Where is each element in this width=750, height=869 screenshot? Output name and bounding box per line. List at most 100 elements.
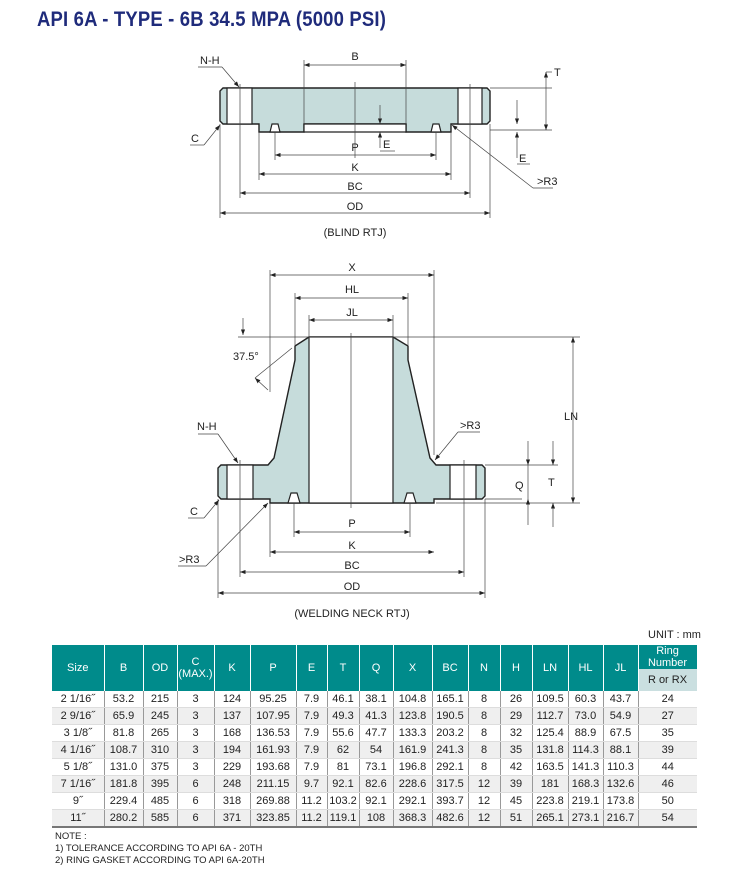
table-row: 2 9/16˝ 65.9 245 3 137 107.95 7.9 49.3 41.3 123.8… (52, 707, 697, 725)
table-cell: 241.3 (432, 741, 469, 759)
table-cell: 7.9 (296, 741, 328, 759)
table-cell: 371 (214, 809, 251, 828)
table-cell: 108.7 (104, 741, 144, 759)
table-cell: 368.3 (393, 809, 433, 828)
label-nh: N-H (197, 421, 217, 433)
table-cell: 73.0 (568, 707, 604, 725)
table-cell: 12 (468, 775, 501, 793)
ring-grooves (269, 123, 442, 133)
note-heading: NOTE : (55, 831, 87, 842)
table-cell: 95.25 (250, 691, 297, 708)
header-label: B (119, 662, 128, 674)
table-cell: 45 (500, 792, 533, 810)
table-cell: 50 (638, 792, 697, 810)
table-cell: 42 (500, 758, 533, 776)
drawings: B N-H C T E E P K BC OD >R3 (BLIND RTJ) (178, 51, 580, 620)
table-cell: 194 (214, 741, 251, 759)
table-cell: 35 (638, 724, 697, 742)
header-label: E (307, 662, 316, 674)
table-cell: 62 (327, 741, 360, 759)
table-cell: 219.1 (568, 792, 604, 810)
table-cell: 11.2 (296, 792, 328, 810)
table-cell: 54 (359, 741, 394, 759)
table-cell: 7.9 (296, 691, 328, 708)
table-cell: 9.7 (296, 775, 328, 793)
label-od: OD (344, 581, 361, 593)
header-label: X (408, 662, 417, 674)
header-c-sub: (MAX.) (178, 668, 213, 680)
table-cell: 165.1 (432, 691, 469, 708)
table-cell: 125.4 (532, 724, 569, 742)
table-cell: 35 (500, 741, 533, 759)
table-cell: 131.8 (532, 741, 569, 759)
table-cell: 310 (143, 741, 178, 759)
table-cell: 229 (214, 758, 251, 776)
table-cell: 54.9 (603, 707, 639, 725)
table-cell: 108 (359, 809, 394, 828)
table-row: 5 1/8˝ 131.0 375 3 229 193.68 7.9 81 73.1 196.8 29… (52, 758, 697, 776)
table-cell: 161.9 (393, 741, 433, 759)
label-hl: HL (345, 284, 359, 296)
table-cell: 46 (638, 775, 697, 793)
table-cell: 29 (500, 707, 533, 725)
header-label: K (228, 662, 236, 674)
table-cell: 273.1 (568, 809, 604, 828)
label-r3: >R3 (537, 176, 558, 188)
table-cell: 92.1 (359, 792, 394, 810)
header-size: Size (52, 645, 105, 691)
table-cell: 47.7 (359, 724, 394, 742)
table-cell: 265 (143, 724, 178, 742)
table-cell: 8 (468, 758, 501, 776)
label-e2: E (519, 153, 526, 165)
table-cell: 12 (468, 809, 501, 828)
table-cell: 161.93 (250, 741, 297, 759)
label-p: P (351, 142, 358, 154)
label-e1: E (383, 139, 390, 151)
label-r3-hub: >R3 (460, 420, 481, 432)
header-n: N (468, 645, 501, 691)
table-row: 11˝ 280.2 585 6 371 323.85 11.2 119.1 108 368.3 48… (52, 809, 697, 828)
header-label: C (191, 656, 200, 668)
table-cell: 318 (214, 792, 251, 810)
table-cell: 39 (500, 775, 533, 793)
label-od: OD (347, 201, 364, 213)
label-angle: 37.5° (233, 351, 259, 363)
header-label: H (512, 662, 520, 674)
table-cell: 173.8 (603, 792, 639, 810)
table-cell: 6 (177, 809, 215, 828)
table-cell: 292.1 (432, 758, 469, 776)
header-label: N (480, 662, 488, 674)
table-cell: 51 (500, 809, 533, 828)
table-cell: 3 (177, 707, 215, 725)
header-x: X (393, 645, 433, 691)
table-cell: 132.6 (603, 775, 639, 793)
table-cell: 26 (500, 691, 533, 708)
table-cell: 137 (214, 707, 251, 725)
table-cell: 49.3 (327, 707, 360, 725)
table-cell: 3 (177, 758, 215, 776)
header-ln: LN (532, 645, 569, 691)
table-cell: 55.6 (327, 724, 360, 742)
table-cell: 5 1/8˝ (52, 758, 105, 776)
table-cell: 11.2 (296, 809, 328, 828)
table-cell: 119.1 (327, 809, 360, 828)
table-cell: 181.8 (104, 775, 144, 793)
table-cell: 41.3 (359, 707, 394, 725)
label-x: X (348, 262, 356, 274)
header-bc: BC (432, 645, 469, 691)
table-row: 9˝ 229.4 485 6 318 269.88 11.2 103.2 92.1 292.1 39… (52, 792, 697, 810)
label-jl: JL (346, 307, 358, 319)
table-cell: 38.1 (359, 691, 394, 708)
table-cell: 60.3 (568, 691, 604, 708)
table-cell: 181 (532, 775, 569, 793)
table-row: 3 1/8˝ 81.8 265 3 168 136.53 7.9 55.6 47.7 133.3 2… (52, 724, 697, 742)
header-label: LN (542, 662, 558, 674)
table-cell: 32 (500, 724, 533, 742)
blind-caption: (BLIND RTJ) (324, 227, 387, 239)
table-cell: 3 1/8˝ (52, 724, 105, 742)
table-cell: 133.3 (393, 724, 433, 742)
table-cell: 3 (177, 691, 215, 708)
blind-rtj-drawing: B N-H C T E E P K BC OD >R3 (BLIND RTJ) (190, 51, 561, 239)
bolt-hole-right (449, 464, 477, 500)
